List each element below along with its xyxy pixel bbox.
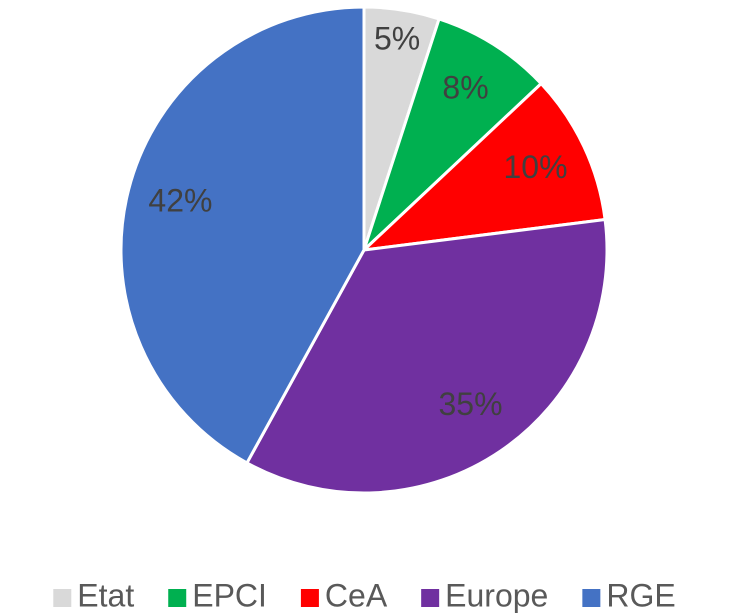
legend-label: CeA	[325, 577, 388, 613]
legend-swatch	[53, 589, 72, 607]
data-label: 10%	[503, 149, 567, 185]
legend-swatch	[582, 589, 601, 607]
legend-swatch	[421, 589, 440, 607]
pie-slice	[359, 81, 607, 253]
legend: Etat EPCI CeA Europe RGE	[53, 577, 676, 613]
legend-swatch	[300, 589, 319, 607]
legend-label: RGE	[606, 577, 675, 613]
pie-slice	[119, 5, 366, 465]
legend-swatch	[168, 589, 187, 607]
data-label: 8%	[442, 69, 488, 105]
data-label: 42%	[148, 182, 212, 218]
pie-slice	[362, 17, 544, 252]
legend-label: Etat	[77, 577, 134, 613]
data-label: 35%	[439, 386, 503, 422]
data-label: 5%	[374, 21, 420, 57]
legend-label: Europe	[445, 577, 548, 613]
legend-label: EPCI	[192, 577, 267, 613]
pie-slice	[244, 217, 609, 495]
